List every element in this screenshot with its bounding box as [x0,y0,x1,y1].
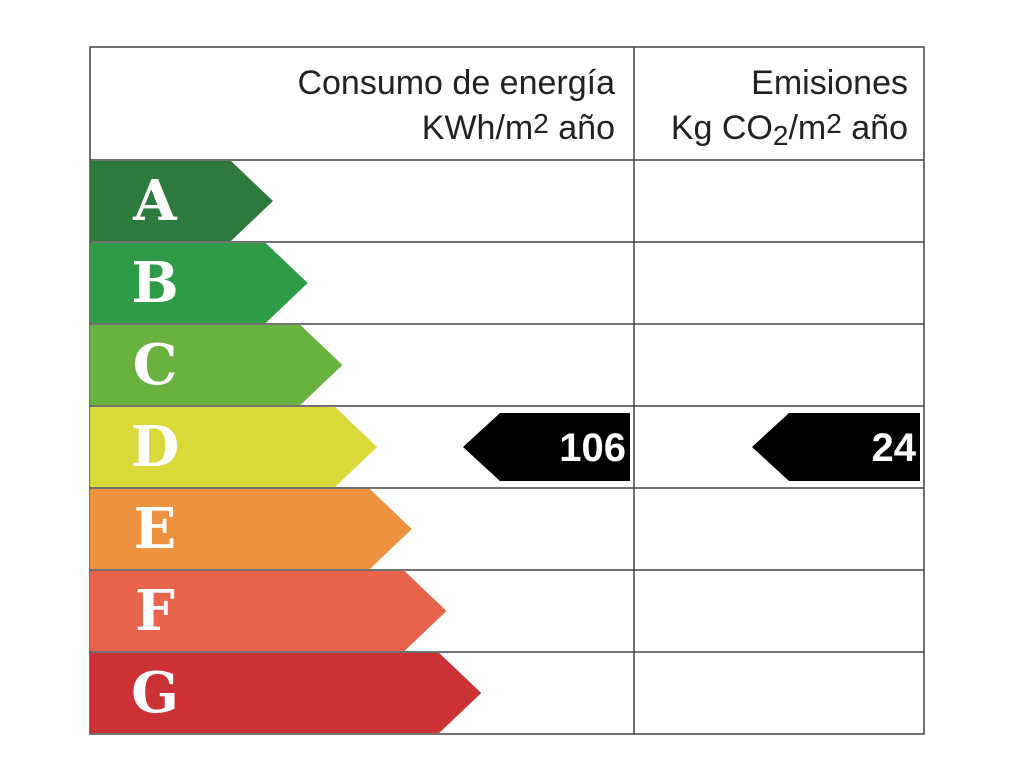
rating-letter: F [135,578,175,644]
superscript: 2 [533,108,549,139]
unit-text: año [549,109,615,147]
rating-arrow [90,489,412,569]
unit-text: /m [788,109,826,147]
rating-arrow [90,161,273,241]
energy-value: 106 [559,426,626,470]
rating-letter: G [131,660,179,726]
unit-text: Kg CO [671,109,773,147]
rating-arrow [90,407,378,487]
emissions-unit: Kg CO2/m2 año [671,108,908,151]
rating-arrow [90,325,343,405]
rating-arrow [90,571,447,651]
unit-text: año [842,109,908,147]
rating-letter: D [131,414,180,480]
superscript: 2 [826,108,842,139]
subscript: 2 [773,120,789,151]
energy-title: Consumo de energía [297,64,615,102]
energy-unit: KWh/m2 año [422,108,615,147]
emissions-marker [752,413,920,481]
rating-arrow [90,243,308,323]
emissions-value: 24 [872,426,917,470]
rating-letter: E [134,496,177,562]
unit-text: KWh/m [422,109,533,147]
rating-letter: C [133,332,178,398]
rating-arrow [90,653,482,733]
emissions-title: Emisiones [751,64,908,102]
rating-letter: A [132,168,178,234]
rating-letter: B [131,250,178,316]
energy-marker [463,413,630,481]
